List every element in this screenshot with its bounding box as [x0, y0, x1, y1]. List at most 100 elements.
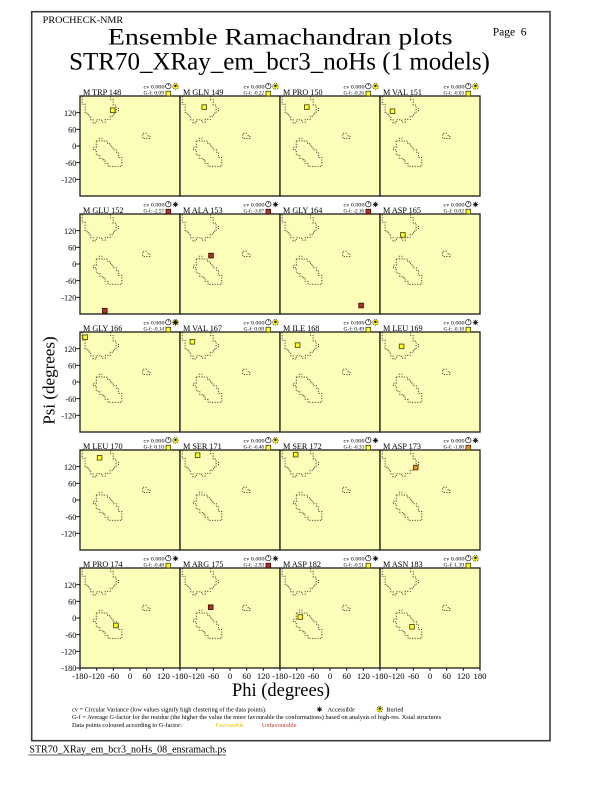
- svg-text:cv 0.000: cv 0.000: [444, 321, 465, 327]
- svg-text:-60: -60: [65, 395, 76, 404]
- svg-text:cv 0.000: cv 0.000: [344, 203, 365, 209]
- svg-text:M VAL 151: M VAL 151: [383, 88, 422, 97]
- svg-text:cv 0.000: cv 0.000: [344, 439, 365, 445]
- svg-text:-120: -120: [189, 671, 206, 681]
- svg-text:cv 0.000: cv 0.000: [144, 321, 165, 327]
- svg-text:0: 0: [428, 671, 433, 681]
- svg-text:-180: -180: [172, 671, 189, 681]
- svg-text:Unfavourable: Unfavourable: [262, 722, 297, 729]
- svg-text:Accessible: Accessible: [328, 706, 355, 713]
- svg-text:120: 120: [357, 671, 371, 681]
- svg-text:cv 0.000: cv 0.000: [244, 321, 265, 327]
- svg-text:G-f: -2.93: G-f: -2.93: [244, 562, 265, 569]
- svg-text:G-f: -1.00: G-f: -1.00: [444, 444, 465, 451]
- svg-text:-180: -180: [72, 671, 89, 681]
- svg-text:G-f: -0.26: G-f: -0.26: [344, 90, 365, 97]
- svg-text:G-f: -0.48: G-f: -0.48: [244, 444, 265, 451]
- svg-text:-120: -120: [89, 671, 106, 681]
- svg-text:Page 6: Page 6: [493, 26, 527, 38]
- svg-text:cv = Circular Variance (low va: cv = Circular Variance (low values signi…: [72, 706, 267, 713]
- svg-text:cv 0.000: cv 0.000: [344, 321, 365, 327]
- svg-text:G-f: -0.33: G-f: -0.33: [344, 444, 365, 451]
- svg-text:0: 0: [72, 378, 76, 387]
- svg-text:M PRO 150: M PRO 150: [283, 88, 323, 97]
- svg-text:M ASP 165: M ASP 165: [383, 206, 421, 215]
- svg-text:0: 0: [328, 671, 333, 681]
- svg-text:120: 120: [64, 463, 76, 472]
- svg-text:cv 0.000: cv 0.000: [244, 85, 265, 91]
- svg-text:120: 120: [64, 109, 76, 118]
- svg-text:M PRO 174: M PRO 174: [83, 560, 123, 569]
- svg-text:-120: -120: [61, 647, 76, 656]
- svg-text:G-f: -0.22: G-f: -0.22: [244, 90, 265, 97]
- svg-text:120: 120: [457, 671, 471, 681]
- svg-text:Buried: Buried: [386, 706, 404, 713]
- svg-text:G-f: -0.48: G-f: -0.48: [144, 562, 165, 569]
- svg-text:Data points coloured according: Data points coloured according to G-fact…: [72, 722, 182, 729]
- svg-text:120: 120: [64, 227, 76, 236]
- svg-text:cv 0.000: cv 0.000: [444, 85, 465, 91]
- svg-text:PROCHECK-NMR: PROCHECK-NMR: [43, 15, 124, 26]
- svg-text:G-f = Average G-factor for the: G-f = Average G-factor for the residue (…: [72, 714, 442, 721]
- svg-text:G-f: 0.08: G-f: 0.08: [244, 326, 265, 333]
- svg-text:G-f: 1.39: G-f: 1.39: [444, 562, 465, 569]
- svg-text:STR70_XRay_em_bcr3_noHs (1 mod: STR70_XRay_em_bcr3_noHs (1 models): [69, 48, 490, 75]
- svg-text:G-f: -3.07: G-f: -3.07: [244, 208, 265, 215]
- svg-text:M VAL 167: M VAL 167: [183, 324, 222, 333]
- svg-text:-120: -120: [61, 411, 76, 420]
- svg-text:-60: -60: [208, 671, 220, 681]
- svg-text:120: 120: [64, 345, 76, 354]
- svg-text:60: 60: [68, 243, 76, 252]
- svg-text:60: 60: [342, 671, 351, 681]
- svg-text:60: 60: [68, 479, 76, 488]
- svg-text:G-f: -2.16: G-f: -2.16: [344, 208, 365, 215]
- svg-text:cv 0.000: cv 0.000: [144, 85, 165, 91]
- svg-text:M ASN 183: M ASN 183: [383, 560, 423, 569]
- svg-text:M LEU 170: M LEU 170: [83, 442, 123, 451]
- svg-text:-60: -60: [108, 671, 120, 681]
- svg-text:0: 0: [128, 671, 133, 681]
- svg-text:G-f: -0.03: G-f: -0.03: [444, 90, 465, 97]
- svg-text:M GLY 164: M GLY 164: [283, 206, 322, 215]
- svg-text:G-f: 0.02: G-f: 0.02: [444, 208, 465, 215]
- svg-text:180: 180: [473, 671, 487, 681]
- svg-text:G-f: 0.49: G-f: 0.49: [344, 326, 365, 333]
- svg-text:M GLN 149: M GLN 149: [183, 88, 223, 97]
- svg-text:G-f: 0.10: G-f: 0.10: [144, 444, 165, 451]
- svg-text:-180: -180: [372, 671, 389, 681]
- svg-text:cv 0.000: cv 0.000: [444, 557, 465, 563]
- svg-text:cv 0.000: cv 0.000: [444, 439, 465, 445]
- svg-text:G-f: -0.14: G-f: -0.14: [144, 326, 165, 333]
- svg-text:120: 120: [157, 671, 171, 681]
- svg-text:M GLU 152: M GLU 152: [83, 206, 123, 215]
- svg-text:M ILE 168: M ILE 168: [283, 324, 319, 333]
- svg-text:-120: -120: [61, 529, 76, 538]
- svg-text:M ARG 175: M ARG 175: [183, 560, 224, 569]
- svg-text:M ASP 173: M ASP 173: [383, 442, 421, 451]
- svg-text:G-f: -2.57: G-f: -2.57: [144, 208, 165, 215]
- svg-text:0: 0: [72, 614, 76, 623]
- svg-text:-60: -60: [65, 631, 76, 640]
- svg-text:60: 60: [142, 671, 151, 681]
- svg-text:cv 0.000: cv 0.000: [244, 203, 265, 209]
- svg-text:Favourable: Favourable: [216, 722, 245, 729]
- svg-text:-60: -60: [308, 671, 320, 681]
- svg-text:G-f: -0.18: G-f: -0.18: [444, 326, 465, 333]
- svg-text:M ASP 182: M ASP 182: [283, 560, 321, 569]
- svg-text:-60: -60: [65, 159, 76, 168]
- svg-text:M LEU 169: M LEU 169: [383, 324, 423, 333]
- svg-text:0: 0: [72, 496, 76, 505]
- svg-text:-180: -180: [61, 664, 76, 673]
- svg-text:-120: -120: [289, 671, 306, 681]
- svg-text:cv 0.000: cv 0.000: [344, 557, 365, 563]
- svg-text:G-f: 0.09: G-f: 0.09: [144, 90, 165, 97]
- svg-text:-120: -120: [61, 293, 76, 302]
- svg-text:G-f: -0.51: G-f: -0.51: [344, 562, 365, 569]
- svg-text:cv 0.000: cv 0.000: [244, 557, 265, 563]
- svg-text:cv 0.000: cv 0.000: [144, 557, 165, 563]
- svg-text:cv 0.000: cv 0.000: [244, 439, 265, 445]
- svg-text:60: 60: [242, 671, 251, 681]
- svg-text:120: 120: [64, 581, 76, 590]
- svg-text:M ALA 153: M ALA 153: [183, 206, 223, 215]
- svg-text:-120: -120: [61, 175, 76, 184]
